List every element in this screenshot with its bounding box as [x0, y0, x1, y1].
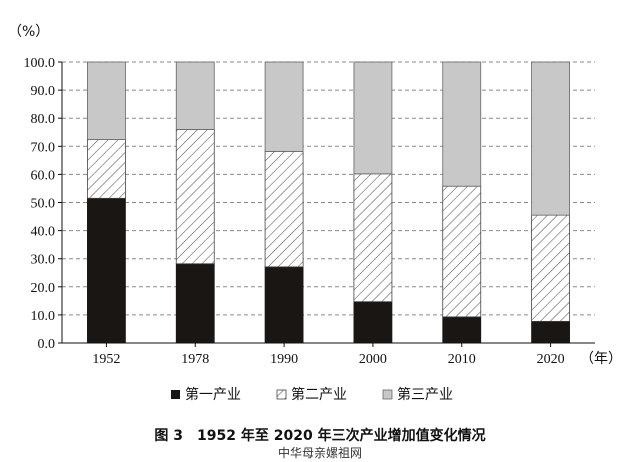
bar-segment-tertiary: [442, 61, 482, 187]
bar-segment-tertiary: [353, 61, 393, 175]
bar-segment-secondary: [442, 185, 482, 318]
bar-segment-tertiary: [264, 61, 304, 152]
legend-label-tertiary: 第三产业: [397, 386, 453, 403]
bar-segment-primary: [87, 197, 126, 344]
y-unit-label: （%）: [8, 24, 49, 40]
bar-segment-primary: [264, 266, 304, 344]
y-tick-label: 0.0: [38, 337, 56, 352]
y-tick-label: 100.0: [24, 56, 56, 71]
x-tick-label: 1990: [270, 352, 298, 367]
y-tick-label: 30.0: [31, 253, 56, 268]
x-tick-label: 2000: [359, 352, 387, 367]
bar-segment-secondary: [531, 214, 570, 322]
legend-swatch-secondary: [276, 389, 287, 400]
bar-segment-secondary: [353, 173, 393, 303]
figure-caption: 图 3 1952 年至 2020 年三次产业增加值变化情况: [154, 428, 486, 444]
y-tick-label: 50.0: [31, 197, 56, 212]
bars: [87, 61, 570, 344]
bar-segment-secondary: [175, 129, 215, 265]
legend-swatch-primary: [171, 390, 180, 399]
x-unit-label: （年）: [580, 351, 622, 367]
y-tick-label: 70.0: [31, 140, 56, 155]
x-tick-label: 2020: [537, 352, 565, 367]
bar-segment-primary: [442, 316, 482, 344]
y-tick-label: 20.0: [31, 281, 56, 296]
y-tick-label: 80.0: [31, 112, 56, 127]
x-tick-label: 2010: [448, 352, 476, 367]
bar-segment-secondary: [264, 150, 304, 268]
bar-segment-primary: [175, 263, 215, 344]
y-tick-label: 90.0: [31, 84, 56, 99]
bar-segment-tertiary: [531, 61, 570, 216]
y-tick-label: 10.0: [31, 309, 56, 324]
legend: 第一产业 第二产业 第三产业: [171, 386, 453, 403]
legend-label-secondary: 第二产业: [291, 386, 347, 403]
gridlines: [58, 61, 595, 344]
bar-segment-primary: [531, 320, 570, 344]
legend-swatch-tertiary: [382, 389, 393, 400]
x-tick-label: 1952: [92, 352, 120, 367]
watermark: 中华母亲嫘祖网: [277, 446, 362, 460]
legend-label-primary: 第一产业: [185, 386, 241, 403]
bar-segment-tertiary: [87, 61, 126, 140]
bar-segment-tertiary: [175, 61, 215, 130]
y-tick-label: 60.0: [31, 168, 56, 183]
bar-segment-primary: [353, 301, 393, 344]
x-tick-labels: 1952 1978 1990 2000 2010 2020: [92, 343, 565, 367]
bar-segment-secondary: [87, 139, 126, 199]
y-tick-label: 40.0: [31, 225, 56, 240]
x-tick-label: 1978: [181, 352, 209, 367]
y-tick-labels: 0.0 10.0 20.0 30.0 40.0 50.0 60.0 70.0 80.0 90.0 1…: [24, 56, 56, 352]
